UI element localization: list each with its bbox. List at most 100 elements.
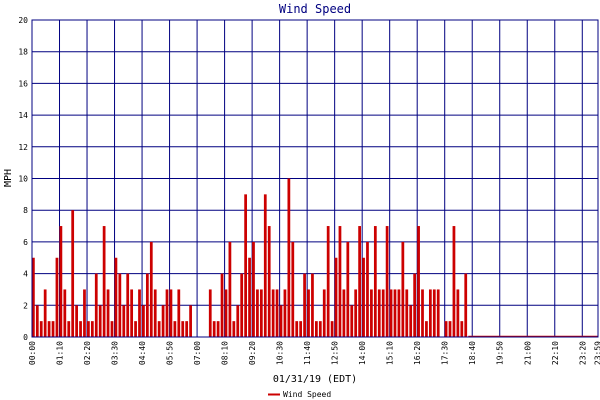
data-bar [460,321,464,337]
data-bar [47,321,51,337]
x-tick-label: 15:10 [386,341,395,365]
data-bar [208,289,212,337]
data-bar [334,257,338,337]
chart-title: Wind Speed [279,2,351,16]
y-tick-label: 8 [23,206,28,215]
data-bar [295,321,299,337]
data-bar [216,321,220,337]
data-bar [169,289,173,337]
data-bar [409,305,413,337]
data-bar [401,241,405,337]
x-tick-label: 10:30 [276,341,285,365]
data-bar [59,226,63,337]
data-bar [138,289,141,337]
y-axis-ticks: 0 2 4 6 8 10 12 14 16 18 20 [18,16,28,342]
data-bar [405,289,409,337]
legend: Wind Speed [268,390,331,399]
data-bar [267,226,271,337]
data-bar [240,273,244,337]
data-bar [354,289,358,337]
y-tick-label: 4 [23,270,28,279]
data-bar [181,321,185,337]
x-tick-label: 05:50 [166,341,175,365]
x-tick-label: 04:40 [138,341,147,365]
data-bar [444,321,448,337]
y-tick-label: 16 [18,79,28,88]
data-bar [153,289,157,337]
data-bar [291,241,295,337]
data-bar [110,321,114,337]
data-bar [102,226,106,337]
data-bar [118,273,122,337]
x-tick-label: 19:50 [496,341,505,365]
data-bar [39,321,43,337]
data-bar [177,289,181,337]
y-tick-label: 10 [18,175,28,184]
data-bar [397,289,401,337]
y-tick-label: 14 [18,111,28,120]
data-bar [428,289,432,337]
data-bar [279,305,283,337]
data-bar [244,194,248,337]
data-bar [303,273,306,337]
data-bar [299,321,303,337]
data-bar [55,257,59,337]
data-bar [75,305,78,337]
plot-area-border [31,19,599,338]
data-bar [224,289,228,337]
x-tick-label: 18:40 [468,341,477,365]
x-tick-label: 23:59 [594,341,600,365]
data-bar [307,289,310,337]
data-bar [173,321,177,337]
data-bar [393,289,397,337]
data-bar [161,305,165,337]
data-bar [311,273,314,337]
data-bar [259,289,263,337]
data-bar [326,226,330,337]
data-bar [432,289,436,337]
data-bar [165,289,169,337]
data-bar [370,289,373,337]
data-bar [366,241,369,337]
data-bar [248,257,251,337]
data-bar [228,241,232,337]
data-bar [271,289,275,337]
data-bar [252,241,255,337]
data-bar [63,289,67,337]
data-bar [377,289,381,337]
data-bar [98,305,102,337]
data-bar [142,305,145,337]
data-bar [256,289,259,337]
x-tick-label: 11:40 [303,341,312,365]
y-tick-label: 12 [18,143,28,152]
data-bar [287,178,291,337]
data-bar [212,321,216,337]
data-bar [452,226,456,337]
data-bar [381,289,385,337]
x-tick-label: 23:20 [578,341,587,365]
data-bar [51,321,55,337]
data-bar [330,321,334,337]
data-bar [263,194,267,337]
data-bar [425,321,428,337]
data-bar [71,210,75,337]
x-tick-label: 00:00 [28,341,37,365]
y-tick-label: 2 [23,301,28,310]
legend-label: Wind Speed [283,390,331,399]
y-tick-label: 20 [18,16,28,25]
data-bar [318,321,322,337]
data-bar [94,273,98,337]
data-bar [67,321,71,337]
data-bar [220,273,224,337]
data-bar [421,289,424,337]
x-axis-ticks: 00:00 01:10 02:20 03:30 04:40 05:50 07:00 08:10… [28,341,600,365]
data-bar [32,257,35,337]
data-bar [389,289,393,337]
x-tick-label: 16:20 [413,341,422,365]
x-tick-label: 01:10 [56,341,65,365]
data-bar [275,289,279,337]
x-tick-label: 08:10 [221,341,230,365]
x-tick-label: 09:20 [248,341,257,365]
data-bar [283,289,287,337]
data-bar [126,273,130,337]
